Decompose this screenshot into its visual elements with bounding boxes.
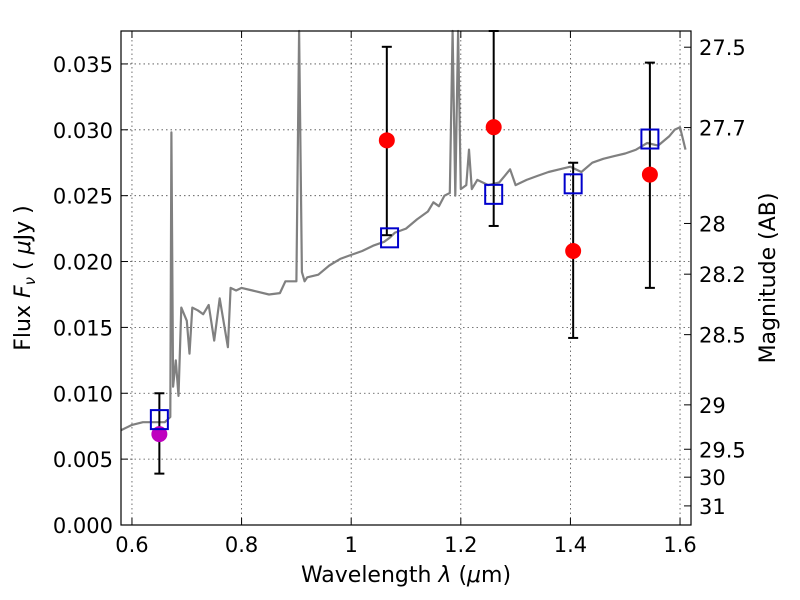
- y-tick-label: 0.020: [53, 251, 113, 275]
- grid: [121, 31, 691, 526]
- model-square: [380, 227, 400, 249]
- magnitude-tick-label: 27.7: [699, 117, 746, 141]
- y2-axis-label: Magnitude (AB): [756, 193, 781, 364]
- sed-template-series: [120, 29, 687, 432]
- y-tick-label: 0.010: [53, 382, 113, 406]
- magnitude-tick-label: 29.5: [699, 438, 746, 462]
- y-tick-label: 0.005: [53, 448, 113, 472]
- axis-ticks: 0.6 0.8 1 1.2 1.4 1.6 0.000 0.005 0.010 0.015 0.02…: [53, 31, 746, 557]
- y-tick-label: 0.015: [53, 316, 113, 340]
- magnitude-tick-label: 28: [699, 212, 726, 236]
- observed-point: [641, 166, 658, 183]
- observed-optical-point: [151, 426, 168, 443]
- x-tick-label: 0.6: [115, 533, 148, 557]
- x-tick-label: 1.2: [444, 533, 477, 557]
- x-tick-label: 1.6: [663, 533, 696, 557]
- model-square: [563, 173, 583, 195]
- plot-frame: [120, 30, 692, 526]
- x-axis-label: Wavelength λ (μm): [301, 563, 511, 588]
- magnitude-tick-label: 29: [699, 394, 726, 418]
- observed-point: [485, 119, 502, 136]
- y-axis-label: Flux Fν ( μJy ): [11, 205, 39, 350]
- model-square: [640, 128, 660, 150]
- model-square: [484, 183, 504, 205]
- model-squares: [149, 128, 660, 431]
- y-tick-label: 0.000: [53, 514, 113, 538]
- observed-points: [151, 119, 658, 443]
- magnitude-tick-label: 31: [699, 495, 726, 519]
- x-tick-label: 0.8: [225, 533, 258, 557]
- magnitude-tick-label: 30: [699, 466, 726, 490]
- sed-template-line: [120, 29, 687, 432]
- model-square: [149, 409, 169, 431]
- x-tick-label: 1.4: [554, 533, 587, 557]
- y-tick-label: 0.030: [53, 119, 113, 143]
- observed-point: [565, 242, 582, 259]
- magnitude-tick-label: 28.2: [699, 263, 746, 287]
- magnitude-tick-label: 28.5: [699, 324, 746, 348]
- y-tick-label: 0.025: [53, 185, 113, 209]
- observed-point: [378, 132, 395, 149]
- y-tick-label: 0.035: [53, 53, 113, 77]
- magnitude-tick-label: 27.5: [699, 36, 746, 60]
- x-tick-label: 1: [345, 533, 358, 557]
